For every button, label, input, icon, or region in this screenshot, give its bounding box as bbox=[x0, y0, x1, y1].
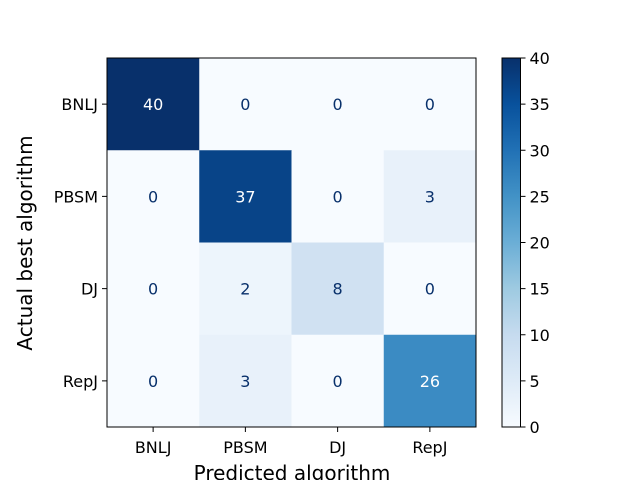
y-tick-label: PBSM bbox=[54, 187, 98, 206]
heatmap-cell bbox=[107, 58, 200, 151]
cell-value-label: 26 bbox=[420, 372, 440, 391]
cell-value-label: 0 bbox=[333, 372, 343, 391]
cell-value-label: 0 bbox=[148, 187, 158, 206]
cell-value-label: 0 bbox=[425, 280, 435, 299]
heatmap-cell-labels: 40 0 0 0 0 37 0 3 0 2 8 0 0 3 0 26 bbox=[143, 95, 440, 391]
cell-value-label: 0 bbox=[333, 187, 343, 206]
colorbar-tick-label: 15 bbox=[530, 280, 550, 299]
plot-frame bbox=[106, 57, 477, 428]
x-axis: BNLJ PBSM DJ RepJ bbox=[135, 427, 447, 457]
heatmap-cell bbox=[383, 58, 477, 151]
heatmap-cell bbox=[199, 150, 292, 243]
cell-value-label: 0 bbox=[148, 280, 158, 299]
x-tick-label: BNLJ bbox=[135, 438, 172, 457]
heatmap-cell bbox=[199, 58, 292, 151]
x-axis-label: Predicted algorithm bbox=[194, 461, 391, 480]
colorbar-tick-label: 5 bbox=[530, 372, 540, 391]
colorbar-tick-label: 40 bbox=[530, 49, 550, 68]
colorbar-tick-label: 35 bbox=[530, 95, 550, 114]
heatmap-cell bbox=[291, 150, 385, 243]
cell-value-label: 0 bbox=[148, 372, 158, 391]
y-tick-label: DJ bbox=[81, 280, 98, 299]
cell-value-label: 40 bbox=[143, 95, 163, 114]
colorbar-tick-label: 10 bbox=[530, 326, 550, 345]
colorbar-tick-label: 0 bbox=[530, 418, 540, 437]
x-tick-label: PBSM bbox=[223, 438, 267, 457]
heatmap-cell bbox=[107, 334, 200, 428]
x-tick-label: DJ bbox=[329, 438, 346, 457]
colorbar-tick-label: 30 bbox=[530, 141, 550, 160]
heatmap-cell bbox=[291, 58, 385, 151]
y-tick-label: RepJ bbox=[63, 372, 98, 391]
colorbar-tick-label: 20 bbox=[530, 234, 550, 253]
colorbar bbox=[501, 57, 521, 428]
heatmap-cell bbox=[383, 150, 477, 243]
heatmap-cell bbox=[291, 334, 385, 428]
y-tick-label: BNLJ bbox=[61, 95, 98, 114]
heatmap-cell bbox=[291, 242, 385, 336]
cell-value-label: 8 bbox=[333, 280, 343, 299]
heatmap-cells bbox=[107, 58, 477, 428]
cell-value-label: 3 bbox=[425, 187, 435, 206]
heatmap-cell bbox=[383, 334, 477, 428]
colorbar-tick-label: 25 bbox=[530, 187, 550, 206]
y-axis: BNLJ PBSM DJ RepJ bbox=[54, 95, 107, 391]
cell-value-label: 3 bbox=[240, 372, 250, 391]
cell-value-label: 37 bbox=[235, 187, 255, 206]
x-tick-label: RepJ bbox=[412, 438, 447, 457]
cell-value-label: 0 bbox=[240, 95, 250, 114]
cell-value-label: 0 bbox=[333, 95, 343, 114]
y-axis-label: Actual best algorithm bbox=[13, 135, 37, 350]
cell-value-label: 2 bbox=[240, 280, 250, 299]
heatmap-cell bbox=[107, 150, 200, 243]
cell-value-label: 0 bbox=[425, 95, 435, 114]
colorbar-ticks: 0 5 10 15 20 25 30 35 40 bbox=[520, 49, 550, 437]
heatmap-cell bbox=[199, 334, 292, 428]
heatmap-cell bbox=[199, 242, 292, 336]
heatmap-cell bbox=[383, 242, 477, 336]
heatmap-cell bbox=[107, 242, 200, 336]
